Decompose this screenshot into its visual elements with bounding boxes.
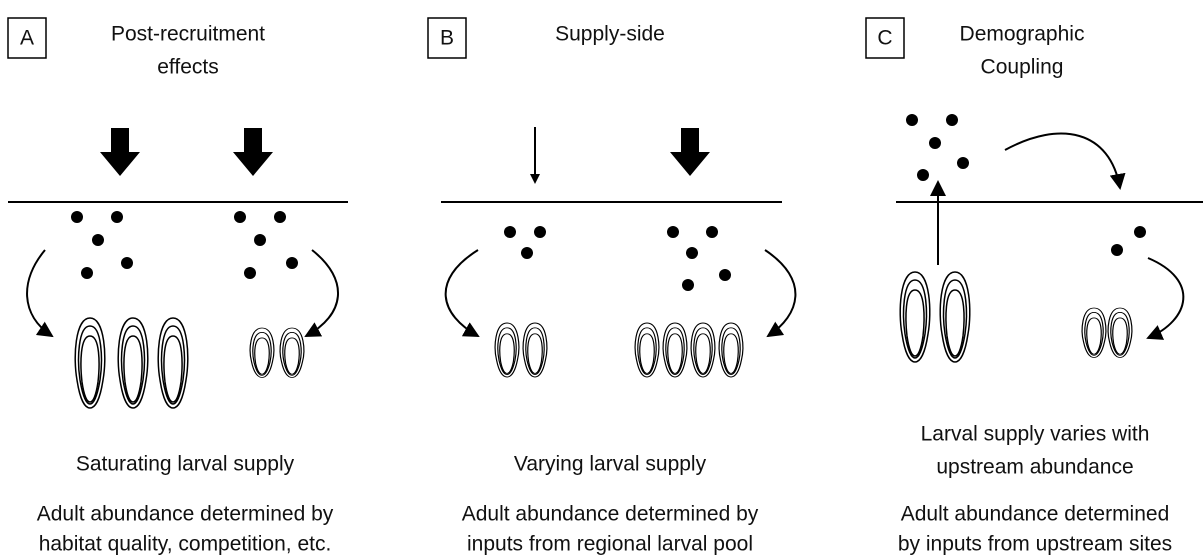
mussel [899,271,931,363]
panel-title: Supply-side [555,23,665,46]
arrow [233,128,273,176]
curved-arrow [304,249,339,337]
larvae [71,211,298,279]
arrow [100,128,140,176]
curved-arrow [764,249,797,338]
curved-arrow [26,249,54,338]
description: by inputs from upstream sites [898,533,1172,556]
mussel [662,322,688,378]
mussel [522,322,548,378]
panel-title: effects [157,56,218,79]
larvae [906,114,1146,256]
caption: Larval supply varies with [921,423,1150,446]
panel-letter: B [440,27,454,50]
mussel [279,327,305,379]
panel-letter: C [877,27,892,50]
mussel [634,322,660,378]
mussel [939,271,971,363]
panel-title: Demographic [960,23,1085,46]
mussel [690,322,716,378]
description: habitat quality, competition, etc. [39,533,332,556]
caption: Saturating larval supply [76,453,295,476]
panel-letter: A [20,27,34,50]
mussel [1081,307,1107,359]
mussel [494,322,520,378]
panel-title: Coupling [981,56,1064,79]
description: Adult abundance determined by [37,503,334,526]
description: Adult abundance determined by [462,503,759,526]
panel-title: Post-recruitment [111,23,265,46]
mussel [718,322,744,378]
description: Adult abundance determined [901,503,1170,526]
letter-box [427,17,467,59]
panel-b: B Supply-side Varying larval supply Adul… [427,17,797,556]
mussel [157,317,189,409]
panel-c: C Demographic Coupling Larval supply var… [865,17,1203,556]
caption: upstream abundance [936,456,1133,479]
mussel [249,327,275,379]
letter-box [7,17,47,59]
mussel [117,317,149,409]
panel-a: A Post-recruitment effects Saturating la… [7,17,348,556]
curved-arrow [444,249,480,337]
letter-box [865,17,905,59]
larvae [504,226,731,291]
arrow [670,128,710,176]
mussel [1107,307,1133,359]
mussel [74,317,106,409]
curved-arrow [1146,257,1185,340]
caption: Varying larval supply [514,453,707,476]
description: inputs from regional larval pool [467,533,753,556]
curved-arrow [1004,132,1126,190]
